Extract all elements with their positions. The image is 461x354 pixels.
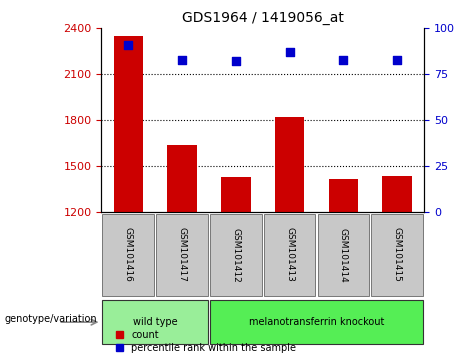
Legend: count, percentile rank within the sample: count, percentile rank within the sample bbox=[116, 330, 296, 353]
Bar bbox=[113, 36, 143, 212]
Bar bbox=[167, 145, 197, 212]
Title: GDS1964 / 1419056_at: GDS1964 / 1419056_at bbox=[182, 11, 344, 24]
Point bbox=[340, 57, 347, 62]
Point bbox=[178, 57, 186, 62]
Point bbox=[286, 50, 293, 55]
Bar bbox=[275, 117, 304, 212]
Text: melanotransferrin knockout: melanotransferrin knockout bbox=[249, 317, 384, 327]
Point bbox=[232, 59, 240, 64]
Text: GSM101412: GSM101412 bbox=[231, 228, 240, 282]
Bar bbox=[329, 179, 358, 212]
Text: GSM101415: GSM101415 bbox=[393, 227, 402, 282]
Point bbox=[394, 57, 401, 62]
Text: genotype/variation: genotype/variation bbox=[5, 314, 97, 324]
Bar bbox=[156, 214, 208, 296]
Point bbox=[124, 42, 132, 48]
Text: wild type: wild type bbox=[133, 317, 177, 327]
Text: GSM101414: GSM101414 bbox=[339, 228, 348, 282]
Text: GSM101413: GSM101413 bbox=[285, 227, 294, 282]
Bar bbox=[318, 214, 369, 296]
Text: GSM101416: GSM101416 bbox=[124, 227, 133, 282]
Bar bbox=[372, 214, 423, 296]
Bar bbox=[221, 177, 251, 212]
Bar bbox=[383, 176, 412, 212]
Bar bbox=[210, 214, 262, 296]
Bar bbox=[210, 300, 423, 344]
Bar bbox=[102, 300, 208, 344]
Bar bbox=[264, 214, 315, 296]
Text: GSM101417: GSM101417 bbox=[177, 227, 187, 282]
Bar bbox=[102, 214, 154, 296]
